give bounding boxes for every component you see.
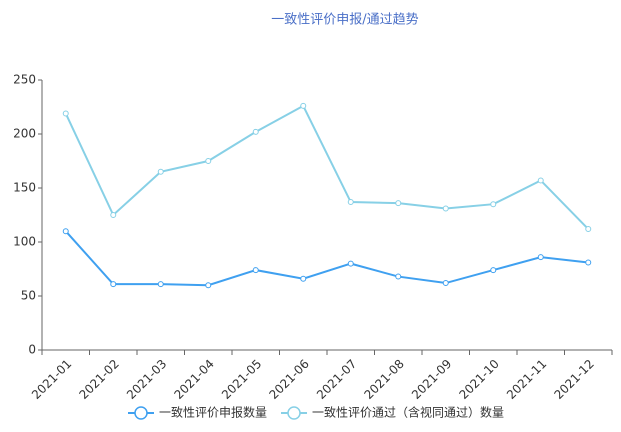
x-tick-label: 2021-11 [504, 357, 549, 402]
x-tick-label: 2021-05 [219, 357, 264, 402]
point [347, 260, 354, 267]
chart-title: 一致性评价申报/通过趋势 [271, 12, 418, 28]
y-tick-label: 0 [28, 343, 36, 357]
point [490, 201, 497, 208]
legend-item: 一致性评价通过（含视同通过）数量 [281, 405, 504, 420]
y-tick-label: 50 [21, 289, 36, 303]
y-tick-label: 200 [13, 127, 36, 141]
x-tick-label: 2021-06 [266, 357, 311, 402]
legend-label: 一致性评价申报数量 [159, 405, 267, 420]
series-line [64, 104, 589, 230]
point [442, 280, 449, 287]
x-tick-label: 2021-08 [361, 357, 406, 402]
point [252, 267, 259, 274]
point [300, 275, 307, 282]
point [585, 226, 592, 233]
point [395, 273, 402, 280]
point [157, 281, 164, 288]
legend-marker [134, 406, 148, 420]
x-tick-label: 2021-09 [409, 357, 454, 402]
point [537, 254, 544, 261]
x-tick-label: 2021-10 [456, 357, 501, 402]
legend-marker [287, 406, 301, 420]
point [157, 168, 164, 175]
point [252, 128, 259, 135]
point [537, 177, 544, 184]
point [490, 267, 497, 274]
series-line [65, 230, 589, 287]
point [442, 205, 449, 212]
y-tick-label: 100 [13, 235, 36, 249]
point [347, 199, 354, 206]
point [585, 259, 592, 266]
point [110, 281, 117, 288]
point [62, 228, 69, 235]
point [205, 282, 212, 289]
y-tick-label: 250 [13, 73, 36, 87]
x-tick-label: 2021-02 [76, 357, 121, 402]
x-tick-label: 2021-04 [171, 357, 216, 402]
y-tick-label: 150 [13, 181, 36, 195]
x-tick-label: 2021-03 [124, 357, 169, 402]
point [62, 110, 69, 117]
legend-item: 一致性评价申报数量 [128, 405, 267, 420]
x-tick-label: 2021-07 [314, 357, 359, 402]
x-tick-label: 2021-01 [29, 357, 74, 402]
point [205, 158, 212, 164]
legend-label: 一致性评价通过（含视同通过）数量 [312, 405, 504, 420]
point [300, 102, 307, 109]
point [110, 212, 117, 218]
x-tick-label: 2021-12 [551, 357, 596, 402]
point [395, 200, 402, 207]
